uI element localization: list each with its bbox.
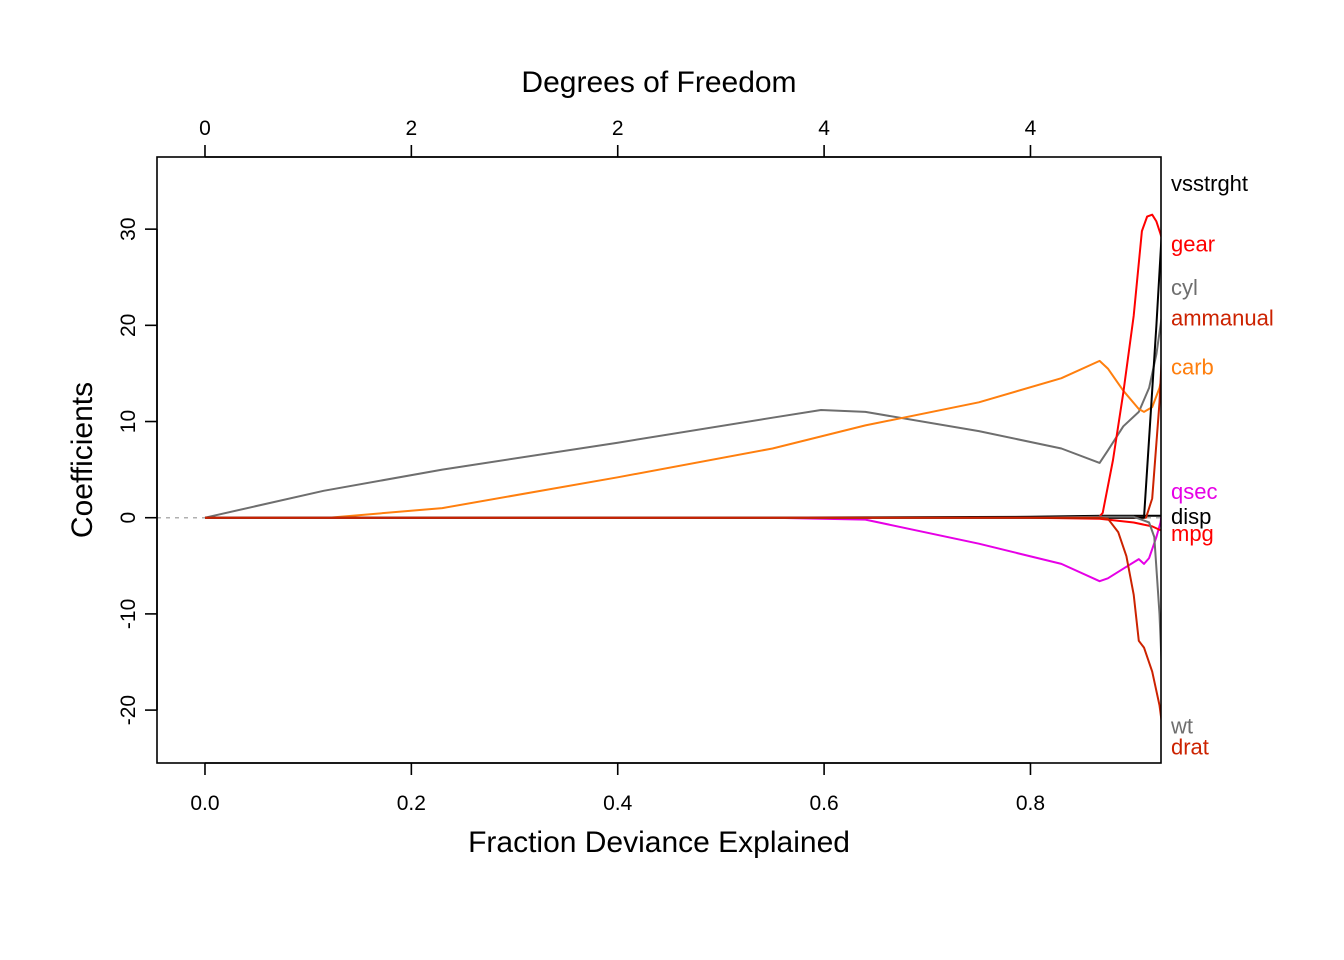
top-tick-label: 4	[1025, 117, 1037, 140]
x-tick-label: 0.2	[397, 792, 426, 815]
series-lines	[204, 213, 1161, 725]
series-line-ammanual	[205, 352, 1161, 519]
series-label-gear: gear	[1171, 232, 1215, 257]
top-tick-label: 0	[199, 117, 211, 140]
x-tick-label: 0.8	[1016, 792, 1045, 815]
series-label-wt: wt	[1170, 713, 1193, 738]
x-tick-label: 0.4	[603, 792, 633, 815]
left-y-axis: -20 -10 0 10 20 30	[117, 217, 158, 725]
top-axis-title: Degrees of Freedom	[521, 66, 796, 99]
top-tick-label: 2	[612, 117, 624, 140]
series-line-mpg	[205, 516, 1161, 532]
series-line-qsec	[205, 511, 1161, 583]
series-label-carb: carb	[1171, 355, 1214, 380]
series-label-drat: drat	[1171, 735, 1209, 760]
x-tick-label: 0.0	[190, 792, 219, 815]
plot-frame	[156, 156, 1162, 764]
series-label-disp: disp	[1171, 504, 1211, 529]
y-axis-title: Coefficients	[66, 382, 99, 538]
top-tick-label: 4	[818, 117, 830, 140]
top-tick-label: 2	[406, 117, 418, 140]
series-label-mpg: mpg	[1171, 521, 1214, 546]
y-tick-label: 20	[117, 314, 140, 337]
series-label-cyl: cyl	[1171, 275, 1198, 300]
series-line-carb	[205, 359, 1161, 519]
series-line-drat	[205, 516, 1161, 725]
x-axis-title: Fraction Deviance Explained	[468, 826, 850, 859]
top-x-axis: 0 2 2 4 4	[199, 117, 1037, 158]
series-line-gear	[205, 213, 1161, 519]
y-tick-label: 30	[117, 217, 140, 240]
series-line-vsstrght	[205, 228, 1161, 519]
series-label-qsec: qsec	[1171, 479, 1217, 504]
x-tick-label: 0.6	[809, 792, 838, 815]
y-tick-label: 10	[117, 410, 140, 433]
series-line-cyl	[204, 314, 1161, 519]
series-label-vsstrght: vsstrght	[1171, 171, 1248, 196]
y-tick-label: -20	[117, 695, 140, 725]
series-line-wt	[205, 515, 1161, 673]
y-tick-label: 0	[117, 512, 140, 524]
bottom-x-axis: 0.0 0.2 0.4 0.6 0.8	[190, 762, 1045, 815]
y-tick-label: -10	[117, 599, 140, 629]
series-label-ammanual: ammanual	[1171, 306, 1274, 331]
